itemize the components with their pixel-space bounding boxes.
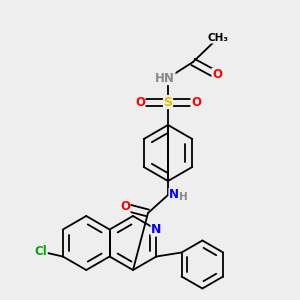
Text: O: O [191,95,201,109]
Text: O: O [212,68,222,82]
Text: CH₃: CH₃ [208,33,229,43]
Text: N: N [151,223,162,236]
Text: S: S [164,95,172,109]
Text: H: H [178,192,188,202]
Text: HN: HN [155,71,175,85]
Text: O: O [135,95,145,109]
Text: Cl: Cl [34,245,47,258]
Text: N: N [169,188,179,202]
Text: O: O [120,200,130,214]
